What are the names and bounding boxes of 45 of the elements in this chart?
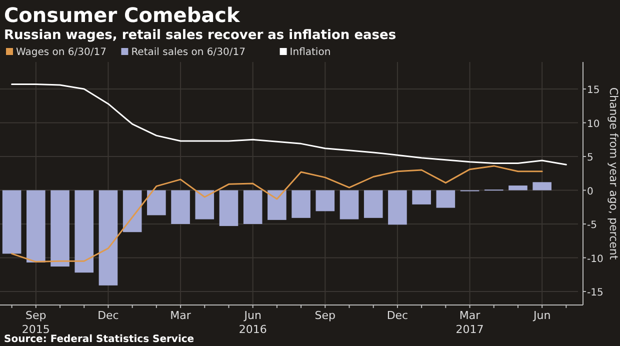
bar (2, 190, 22, 254)
bar (122, 190, 142, 232)
bar (243, 190, 262, 224)
y-tick-label: -5 (587, 220, 597, 231)
bar (195, 190, 214, 220)
bar (268, 190, 286, 220)
bar (316, 190, 335, 212)
bar (388, 190, 407, 225)
x-tick-label: Dec (98, 309, 119, 322)
bar (147, 190, 166, 216)
bar (508, 186, 528, 190)
chart-title: Consumer Comeback (4, 3, 241, 27)
bar (532, 182, 552, 190)
chart-subtitle: Russian wages, retail sales recover as inflation eases (4, 28, 396, 43)
legend-label: Inflation (290, 47, 331, 58)
bar (171, 190, 190, 224)
x-tick-label: Dec (386, 309, 408, 322)
y-tick-label: 15 (587, 85, 600, 96)
x-tick-label: Sep (314, 309, 336, 322)
x-tick-label: Mar 2017 (456, 309, 484, 336)
x-tick-label: Jun (532, 309, 551, 322)
legend-label: Retail sales on 6/30/17 (131, 47, 246, 58)
x-tick-label: Sep 2015 (22, 309, 50, 336)
bar (292, 190, 310, 218)
bar (98, 190, 118, 286)
bar (412, 190, 431, 204)
bar (219, 190, 238, 226)
x-tick-label: Jun 2016 (238, 309, 267, 336)
y-tick-label: 10 (587, 118, 600, 130)
y-tick-label: 5 (587, 152, 594, 164)
line-series (11, 84, 567, 166)
y-tick-label: -10 (587, 254, 604, 265)
bar (74, 190, 94, 273)
y-tick-label: -15 (587, 288, 604, 298)
y-axis-title: Change from year ago, percent (607, 87, 620, 260)
bar (340, 190, 359, 220)
bar (364, 190, 383, 218)
bar (50, 190, 70, 267)
x-tick-label: Mar (170, 309, 192, 322)
line-series (11, 165, 543, 263)
bar (436, 190, 456, 208)
legend-label: Wages on 6/30/17 (16, 47, 106, 58)
y-tick-label: 0 (587, 186, 594, 198)
bar (26, 190, 46, 262)
source-note: Source: Federal Statistics Service (4, 334, 194, 345)
